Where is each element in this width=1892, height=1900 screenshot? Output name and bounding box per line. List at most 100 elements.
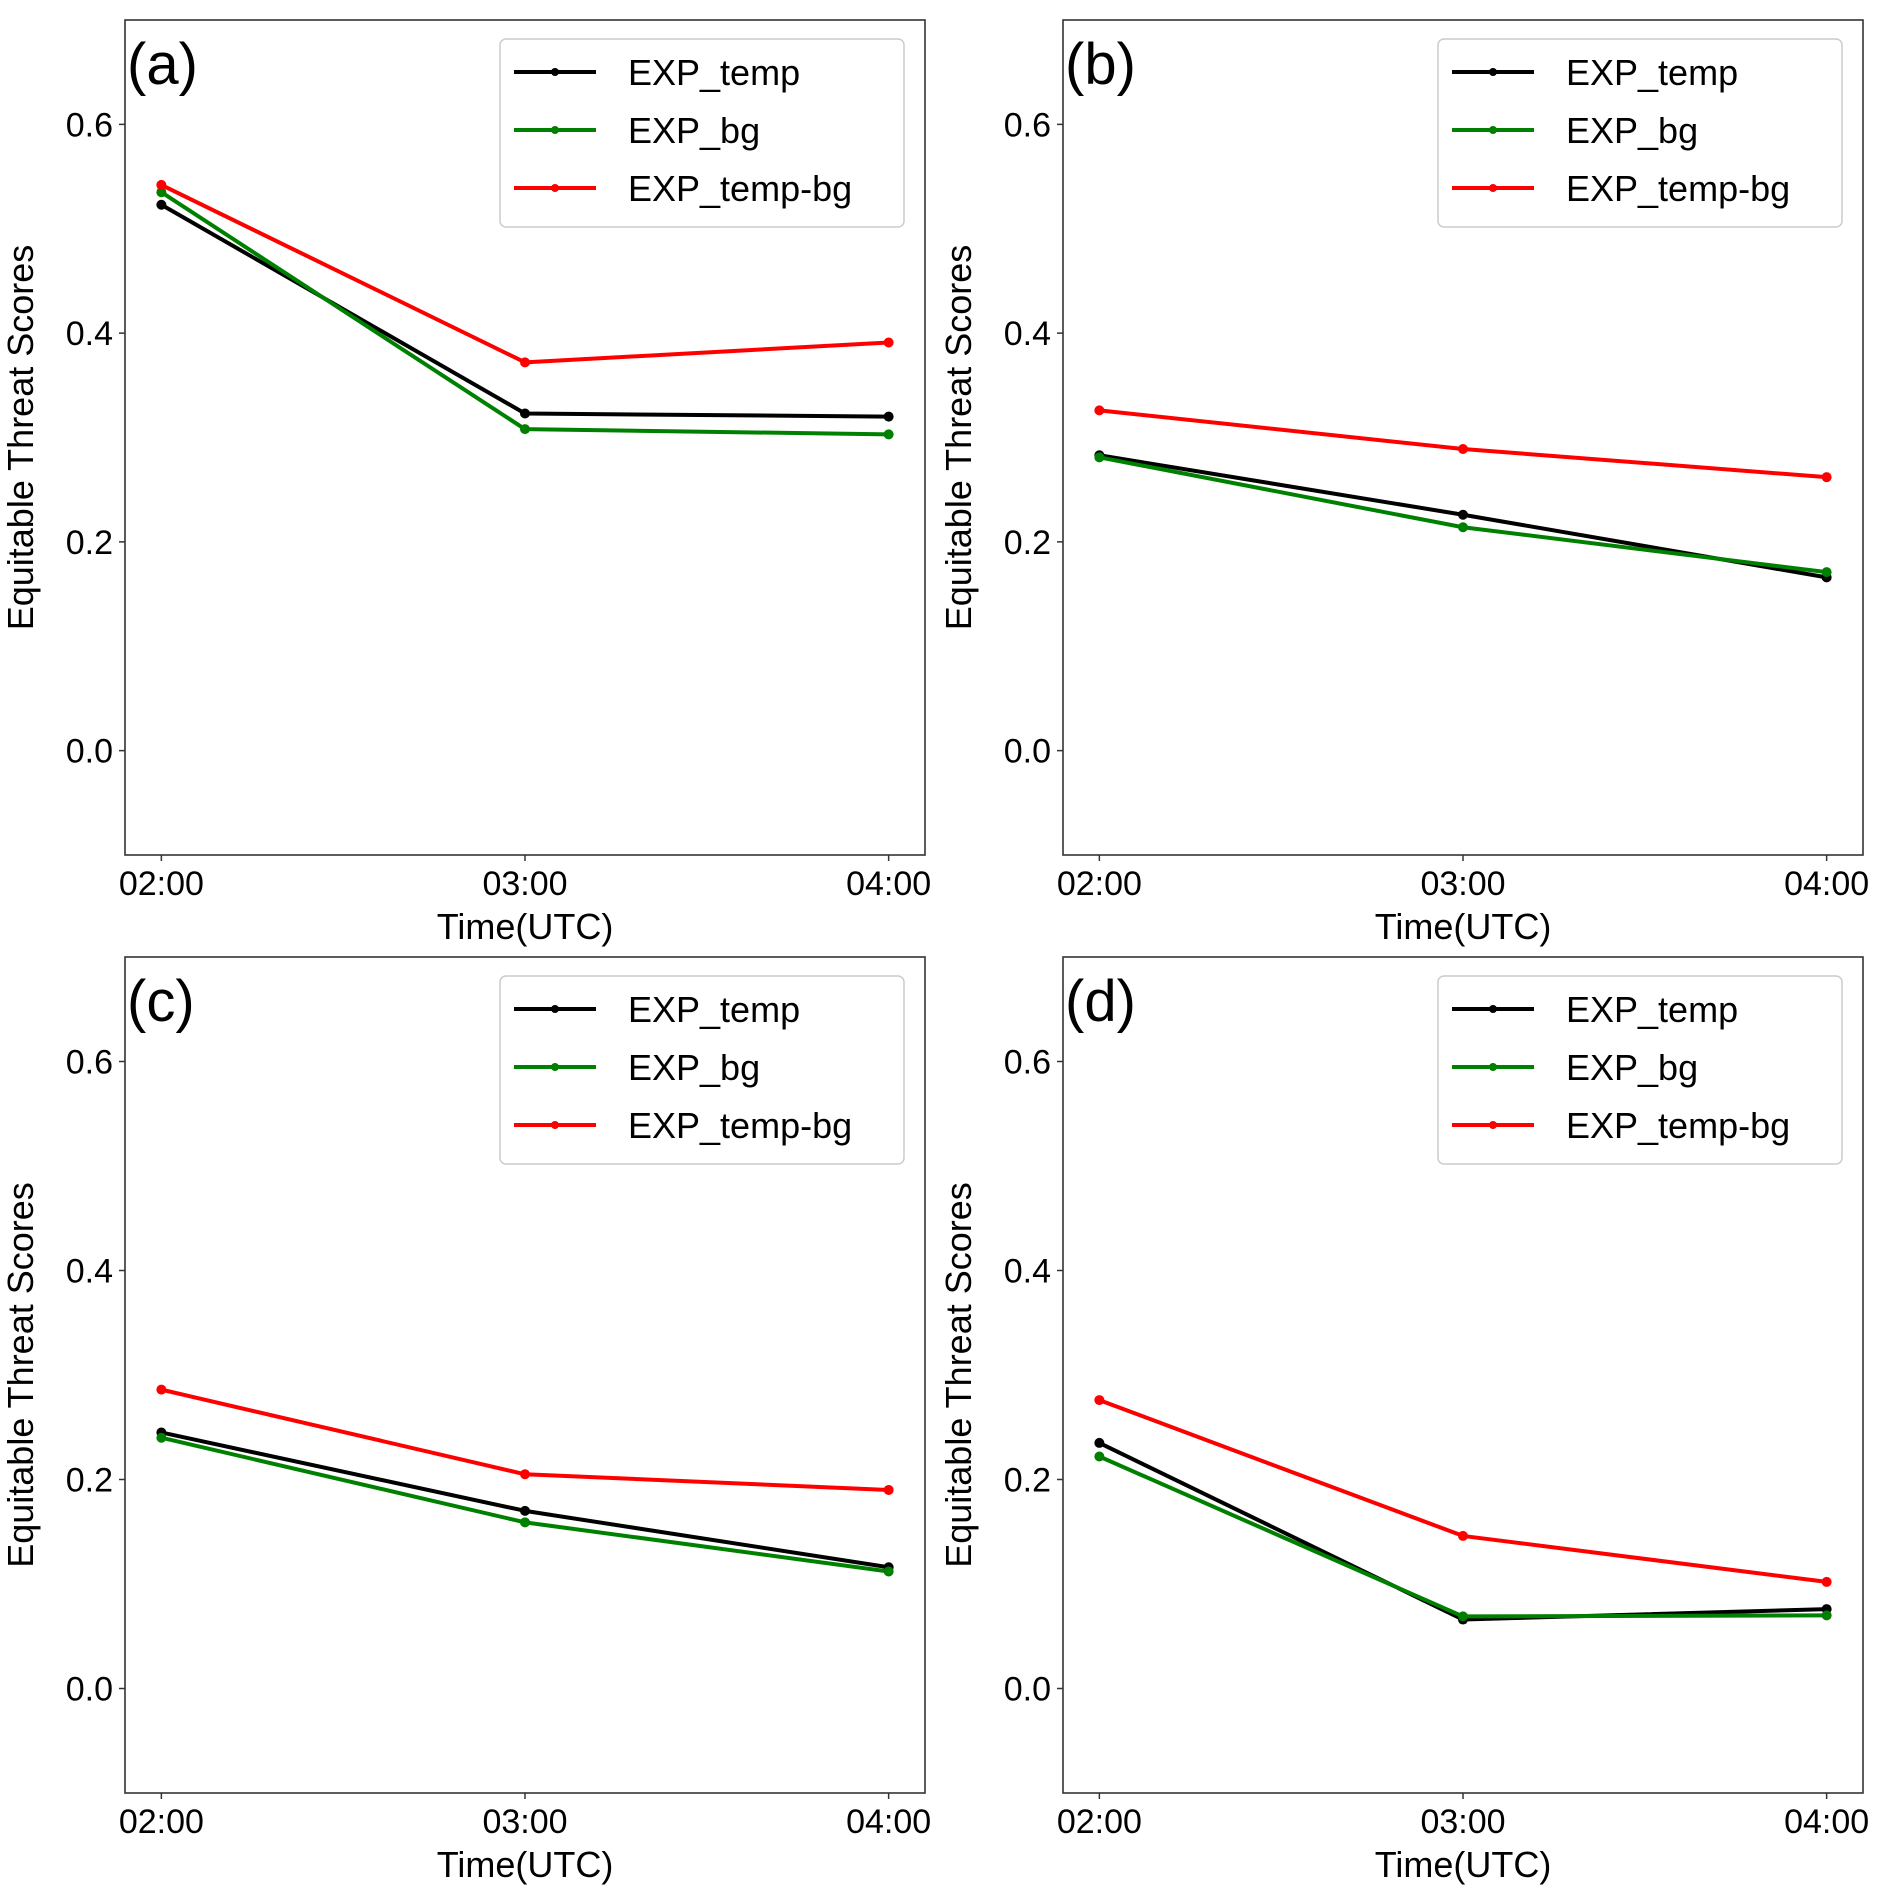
- legend-label-exp-temp: EXP_temp: [1566, 989, 1738, 1030]
- legend-label-exp-bg: EXP_bg: [1566, 1047, 1698, 1088]
- data-point-exp-temp: [1458, 509, 1468, 520]
- y-tick-label: 0.6: [1004, 1044, 1051, 1082]
- axes-frame: [124, 19, 926, 856]
- y-tick-label: 0.4: [1004, 315, 1051, 353]
- data-point-exp-temp-bg: [1821, 472, 1832, 483]
- legend-label-exp-temp-bg: EXP_temp-bg: [1566, 168, 1790, 209]
- data-point-exp-temp-bg: [1821, 1576, 1832, 1587]
- x-tick-label: 02:00: [1057, 865, 1142, 903]
- panel-c: 0.0 0.2 0.4 0.6 02:00 03:00 04:00 Time(UTC) Equi…: [0, 956, 931, 1885]
- data-point-exp-temp-bg: [883, 1484, 894, 1495]
- x-tick-label: 03:00: [482, 1803, 567, 1841]
- data-point-exp-temp: [883, 411, 894, 422]
- data-point-exp-temp-bg: [1458, 443, 1468, 454]
- series-line-exp-temp: [160, 1430, 889, 1570]
- x-tick-label: 04:00: [846, 865, 931, 903]
- legend-label-exp-bg: EXP_bg: [1566, 110, 1698, 151]
- data-point-exp-bg: [883, 429, 894, 440]
- y-axis-label: Equitable Threat Scores: [938, 245, 979, 631]
- x-tick-label: 04:00: [846, 1803, 931, 1841]
- axes-frame: [1062, 19, 1864, 856]
- y-axis-label: Equitable Threat Scores: [0, 245, 41, 631]
- series-line-exp-temp-bg: [1098, 1398, 1827, 1584]
- data-point-exp-temp-bg: [1094, 405, 1105, 416]
- legend-marker-exp-temp: [551, 68, 559, 76]
- y-tick-label: 0.2: [66, 524, 113, 562]
- x-tick-label: 02:00: [119, 1803, 204, 1841]
- y-axis-label: Equitable Threat Scores: [0, 1182, 41, 1568]
- y-tick-label: 0.6: [66, 106, 113, 144]
- x-tick-label: 03:00: [1420, 865, 1505, 903]
- y-tick-label: 0.4: [1004, 1253, 1051, 1291]
- legend-box: [1437, 38, 1843, 228]
- data-point-exp-bg: [1458, 522, 1468, 533]
- y-tick-label: 0.2: [66, 1462, 113, 1500]
- data-point-exp-temp-bg: [156, 179, 167, 190]
- data-point-exp-temp: [520, 408, 530, 419]
- legend-box: [1437, 975, 1843, 1165]
- y-axis-label: Equitable Threat Scores: [938, 1182, 979, 1568]
- legend: EXP_temp EXP_bg EXP_temp-bg: [499, 38, 905, 228]
- data-point-exp-bg: [1094, 1451, 1105, 1462]
- panel-label: (a): [127, 32, 198, 97]
- legend-label-exp-temp-bg: EXP_temp-bg: [628, 1105, 852, 1146]
- legend-marker-exp-bg: [1489, 126, 1497, 134]
- axes-frame: [124, 956, 926, 1794]
- x-tick-label: 04:00: [1784, 1803, 1869, 1841]
- x-axis-label: Time(UTC): [437, 1844, 614, 1885]
- data-point-exp-temp: [520, 1505, 530, 1516]
- data-point-exp-temp-bg: [156, 1384, 167, 1395]
- series-line-exp-temp-bg: [1099, 408, 1827, 480]
- legend-label-exp-bg: EXP_bg: [628, 1047, 760, 1088]
- panel-label: (b): [1065, 32, 1136, 97]
- legend-marker-exp-temp-bg: [1489, 1121, 1497, 1129]
- x-tick-label: 02:00: [119, 865, 204, 903]
- data-point-exp-temp: [1094, 1437, 1105, 1448]
- data-point-exp-bg: [156, 1432, 167, 1443]
- legend-label-exp-temp: EXP_temp: [628, 989, 800, 1030]
- y-tick-label: 0.0: [66, 1671, 113, 1709]
- series-line-exp-bg: [160, 190, 889, 437]
- y-tick-label: 0.4: [66, 315, 113, 353]
- data-point-exp-temp-bg: [520, 357, 530, 368]
- x-axis-label: Time(UTC): [1375, 1844, 1552, 1885]
- data-point-exp-bg: [1458, 1611, 1468, 1622]
- legend-label-exp-temp-bg: EXP_temp-bg: [628, 168, 852, 209]
- x-tick-label: 04:00: [1784, 865, 1869, 903]
- y-tick-label: 0.6: [66, 1044, 113, 1082]
- panel-a: 0.0 0.2 0.4 0.6 02:00 03:00 04:00 Time(UTC) Equi…: [0, 19, 931, 947]
- data-point-exp-temp-bg: [1094, 1395, 1105, 1406]
- x-axis-label: Time(UTC): [1375, 906, 1552, 947]
- x-tick-label: 02:00: [1057, 1803, 1142, 1841]
- legend-marker-exp-temp: [1489, 68, 1497, 76]
- panel-d: 0.0 0.2 0.4 0.6 02:00 03:00 04:00 Time(UTC) Equi…: [938, 956, 1869, 1885]
- data-point-exp-bg: [156, 187, 167, 198]
- axes-frame: [1062, 956, 1864, 1794]
- data-point-exp-bg: [520, 1517, 530, 1528]
- legend-marker-exp-bg: [551, 126, 559, 134]
- y-tick-label: 0.0: [66, 733, 113, 771]
- data-point-exp-temp: [156, 199, 167, 210]
- x-axis-label: Time(UTC): [437, 906, 614, 947]
- legend-label-exp-temp: EXP_temp: [628, 52, 800, 93]
- legend-marker-exp-temp: [1489, 1005, 1497, 1013]
- legend-label-exp-temp-bg: EXP_temp-bg: [1566, 1105, 1790, 1146]
- panel-label: (c): [127, 969, 195, 1034]
- y-tick-label: 0.2: [1004, 1462, 1051, 1500]
- x-tick-label: 03:00: [482, 865, 567, 903]
- data-point-exp-temp-bg: [1458, 1530, 1468, 1541]
- legend-marker-exp-bg: [551, 1063, 559, 1071]
- legend: EXP_temp EXP_bg EXP_temp-bg: [1437, 38, 1843, 228]
- x-tick-label: 03:00: [1420, 1803, 1505, 1841]
- y-tick-label: 0.2: [1004, 524, 1051, 562]
- legend-marker-exp-temp-bg: [1489, 184, 1497, 192]
- data-point-exp-bg: [520, 424, 530, 435]
- y-tick-label: 0.6: [1004, 106, 1051, 144]
- legend-box: [499, 975, 905, 1165]
- y-tick-label: 0.0: [1004, 733, 1051, 771]
- data-point-exp-bg: [1094, 452, 1105, 463]
- legend: EXP_temp EXP_bg EXP_temp-bg: [499, 975, 905, 1165]
- legend-label-exp-temp: EXP_temp: [1566, 52, 1738, 93]
- y-tick-label: 0.4: [66, 1253, 113, 1291]
